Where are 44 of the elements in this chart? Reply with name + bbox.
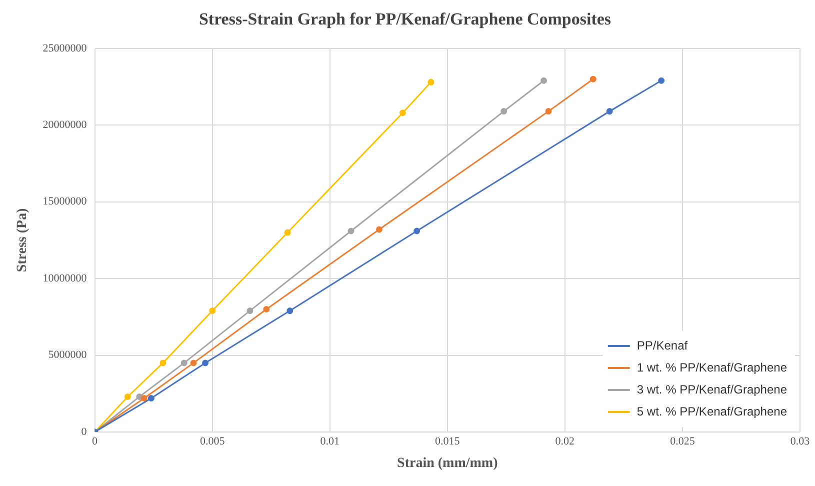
point [500,108,508,115]
x-tick-label: 0 [92,435,98,448]
point [124,393,131,400]
point [376,226,382,233]
point [190,360,197,366]
x-tick-label: 0.025 [670,435,696,448]
point [140,394,148,402]
point [540,77,548,84]
y-tick-label: 15000000 [42,196,88,208]
y-tick-label: 10000000 [42,272,88,284]
x-tick-label: 0.005 [200,435,226,448]
legend-label: 1 wt. % PP/Kenaf/Graphene [636,360,788,374]
legend-label: PP/Kenaf [636,338,688,352]
chart-title: Stress-Strain Graph for PP/Kenaf/Graphene Composites [198,10,612,29]
y-axis-title: Stress (Pa) [15,208,30,272]
point [148,394,154,402]
point [136,393,143,400]
point [590,76,596,82]
point [180,360,188,366]
x-axis-title: Strain (mm/mm) [397,456,498,472]
legend-label: 3 wt. % PP/Kenaf/Graphene [636,382,788,396]
y-tick-label: 5000000 [48,349,88,362]
x-tick-label: 0.01 [320,435,340,448]
point [348,228,354,234]
point [284,229,291,236]
x-tick-label: 0.015 [435,435,460,448]
y-tick-label: 25000000 [42,42,88,54]
point [428,78,434,86]
point [545,108,552,115]
y-tick-label: 0 [81,426,88,438]
point [399,110,406,116]
legend-label: 5 wt. % PP/Kenaf/Graphene [636,404,788,418]
point [606,108,613,115]
point [202,360,209,366]
point [658,77,665,84]
point [414,228,420,234]
point [160,360,166,366]
point [263,306,270,312]
y-tick-label: 20000000 [42,119,88,132]
x-tick-label: 0.03 [790,435,810,448]
point [286,308,294,314]
point [246,308,254,314]
point [209,308,216,314]
x-tick-label: 0.02 [555,435,575,448]
